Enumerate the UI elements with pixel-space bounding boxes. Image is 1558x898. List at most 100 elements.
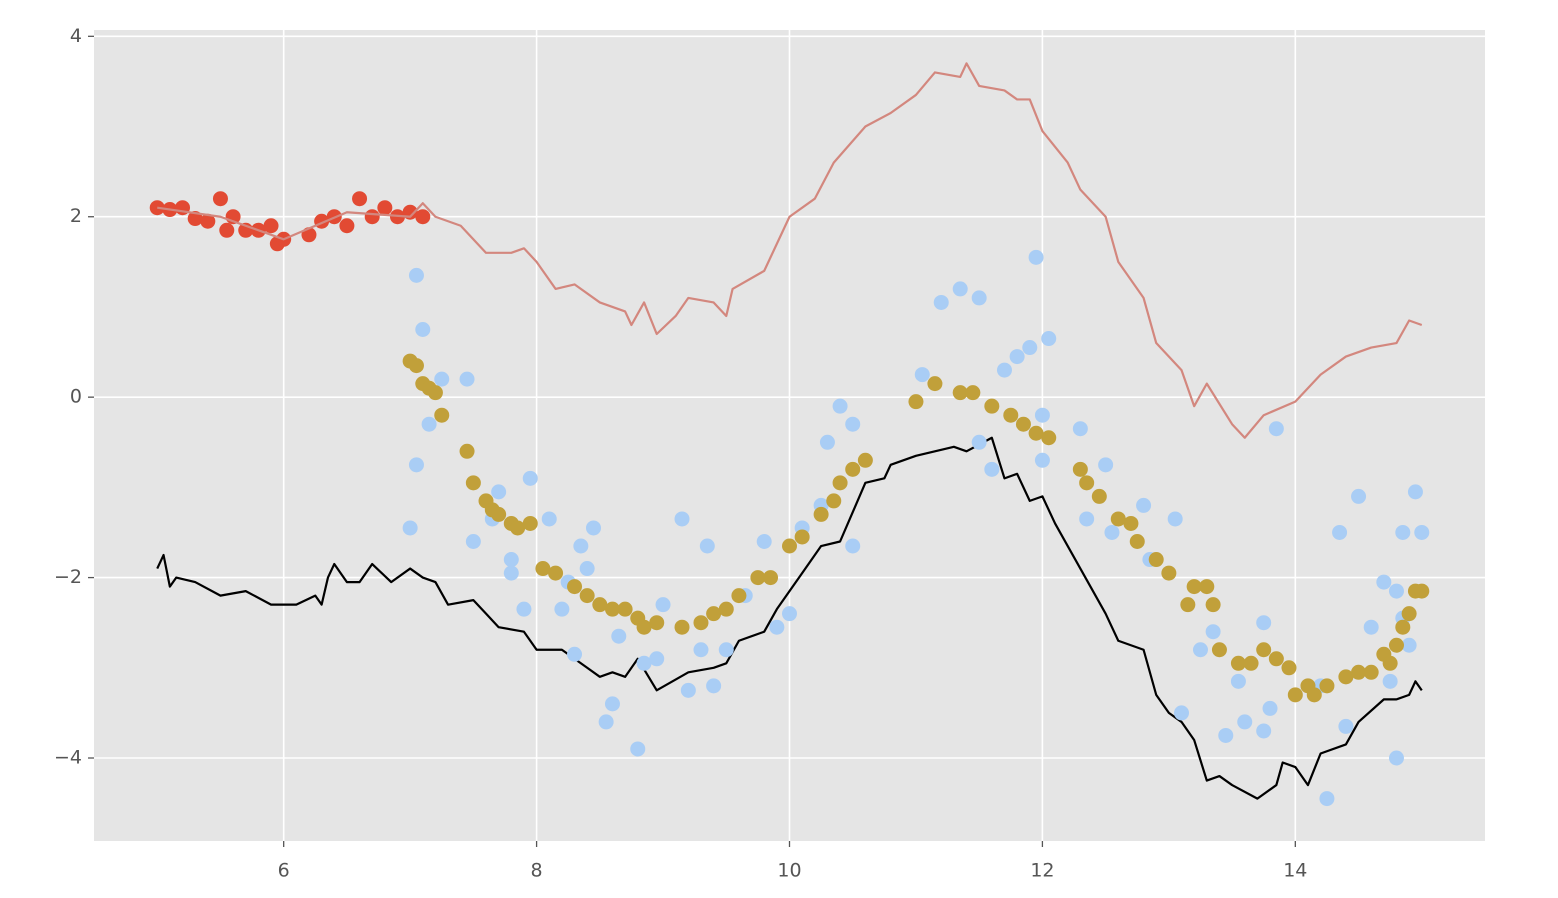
scatter-point: [1395, 619, 1411, 635]
scatter-point: [756, 533, 772, 549]
scatter-point: [1186, 579, 1202, 595]
scatter-point: [1363, 664, 1379, 680]
scatter-point: [503, 565, 519, 581]
scatter-point: [339, 218, 355, 234]
scatter-point: [1015, 416, 1031, 432]
y-tick-label: 2: [70, 205, 82, 227]
scatter-point: [415, 209, 431, 225]
scatter-point: [1211, 642, 1227, 658]
scatter-point: [187, 211, 203, 227]
scatter-point: [1256, 615, 1272, 631]
scatter-point: [579, 561, 595, 577]
scatter-point: [996, 362, 1012, 378]
scatter-point: [491, 484, 507, 500]
scatter-point: [541, 511, 557, 527]
scatter-point: [832, 475, 848, 491]
scatter-point: [592, 597, 608, 613]
scatter-point: [1129, 533, 1145, 549]
scatter-point: [408, 358, 424, 374]
scatter-point: [219, 222, 235, 238]
scatter-point: [1034, 407, 1050, 423]
scatter-point: [794, 529, 810, 545]
scatter-point: [927, 376, 943, 392]
y-tick-label: −2: [54, 566, 82, 588]
scatter-point: [1319, 678, 1335, 694]
scatter-point: [769, 619, 785, 635]
scatter-point: [567, 579, 583, 595]
scatter-point: [604, 696, 620, 712]
scatter-point: [1136, 497, 1152, 513]
scatter-point: [1148, 552, 1164, 568]
scatter-point: [674, 511, 690, 527]
scatter-point: [1104, 524, 1120, 540]
scatter-point: [1161, 565, 1177, 581]
scatter-point: [510, 520, 526, 536]
scatter-point: [914, 367, 930, 383]
scatter-point: [352, 191, 368, 207]
scatter-point: [693, 615, 709, 631]
scatter-point: [845, 416, 861, 432]
scatter-point: [408, 457, 424, 473]
scatter-point: [813, 506, 829, 522]
scatter-point: [984, 398, 1000, 414]
scatter-point: [1180, 597, 1196, 613]
scatter-point: [1028, 249, 1044, 265]
scatter-point: [1110, 511, 1126, 527]
y-tick-label: 0: [70, 386, 82, 408]
scatter-point: [952, 281, 968, 297]
scatter-point: [693, 642, 709, 658]
y-tick-label: −4: [54, 747, 82, 769]
scatter-point: [636, 655, 652, 671]
scatter-point: [1192, 642, 1208, 658]
scatter-point: [1072, 461, 1088, 477]
scatter-point: [1003, 407, 1019, 423]
scatter-point: [408, 267, 424, 283]
scatter-point: [567, 646, 583, 662]
scatter-point: [1205, 624, 1221, 640]
scatter-point: [1079, 511, 1095, 527]
scatter-point: [1098, 457, 1114, 473]
x-tick-label: 10: [777, 860, 801, 882]
scatter-point: [1028, 425, 1044, 441]
scatter-point: [908, 394, 924, 410]
x-tick-label: 6: [278, 860, 290, 882]
scatter-point: [1079, 475, 1095, 491]
scatter-point: [459, 443, 475, 459]
scatter-point: [1414, 583, 1430, 599]
scatter-point: [377, 200, 393, 216]
scatter-point: [845, 461, 861, 477]
scatter-point: [522, 515, 538, 531]
scatter-point: [782, 538, 797, 554]
scatter-point: [459, 371, 475, 387]
scatter-point: [503, 552, 519, 568]
scatter-point: [750, 570, 766, 586]
scatter-point: [548, 565, 564, 581]
scatter-point: [1072, 421, 1088, 437]
scatter-point: [1174, 705, 1190, 721]
scatter-point: [952, 385, 968, 401]
line: [157, 62, 1423, 439]
scatter-point: [674, 619, 690, 635]
scatter-point: [1351, 488, 1367, 504]
scatter-point: [1262, 700, 1278, 716]
scatter-point: [763, 570, 779, 586]
scatter-point: [1123, 515, 1139, 531]
scatter-point: [1401, 606, 1417, 622]
scatter-point: [579, 588, 595, 604]
scatter-point: [1268, 421, 1284, 437]
scatter-point: [1382, 673, 1398, 689]
scatter-point: [731, 588, 747, 604]
scatter-point: [1332, 524, 1348, 540]
scatter-point: [1376, 574, 1392, 590]
scatter-point: [706, 678, 722, 694]
scatter-point: [1319, 791, 1335, 807]
scatter-point: [1218, 727, 1234, 743]
scatter-point: [1034, 452, 1050, 468]
scatter-point: [465, 533, 481, 549]
scatter-point: [655, 597, 671, 613]
scatter-point: [1363, 619, 1379, 635]
scatter-point: [522, 470, 538, 486]
scatter-point: [857, 452, 873, 468]
scatter-point: [1009, 349, 1025, 365]
scatter-point: [1414, 524, 1430, 540]
